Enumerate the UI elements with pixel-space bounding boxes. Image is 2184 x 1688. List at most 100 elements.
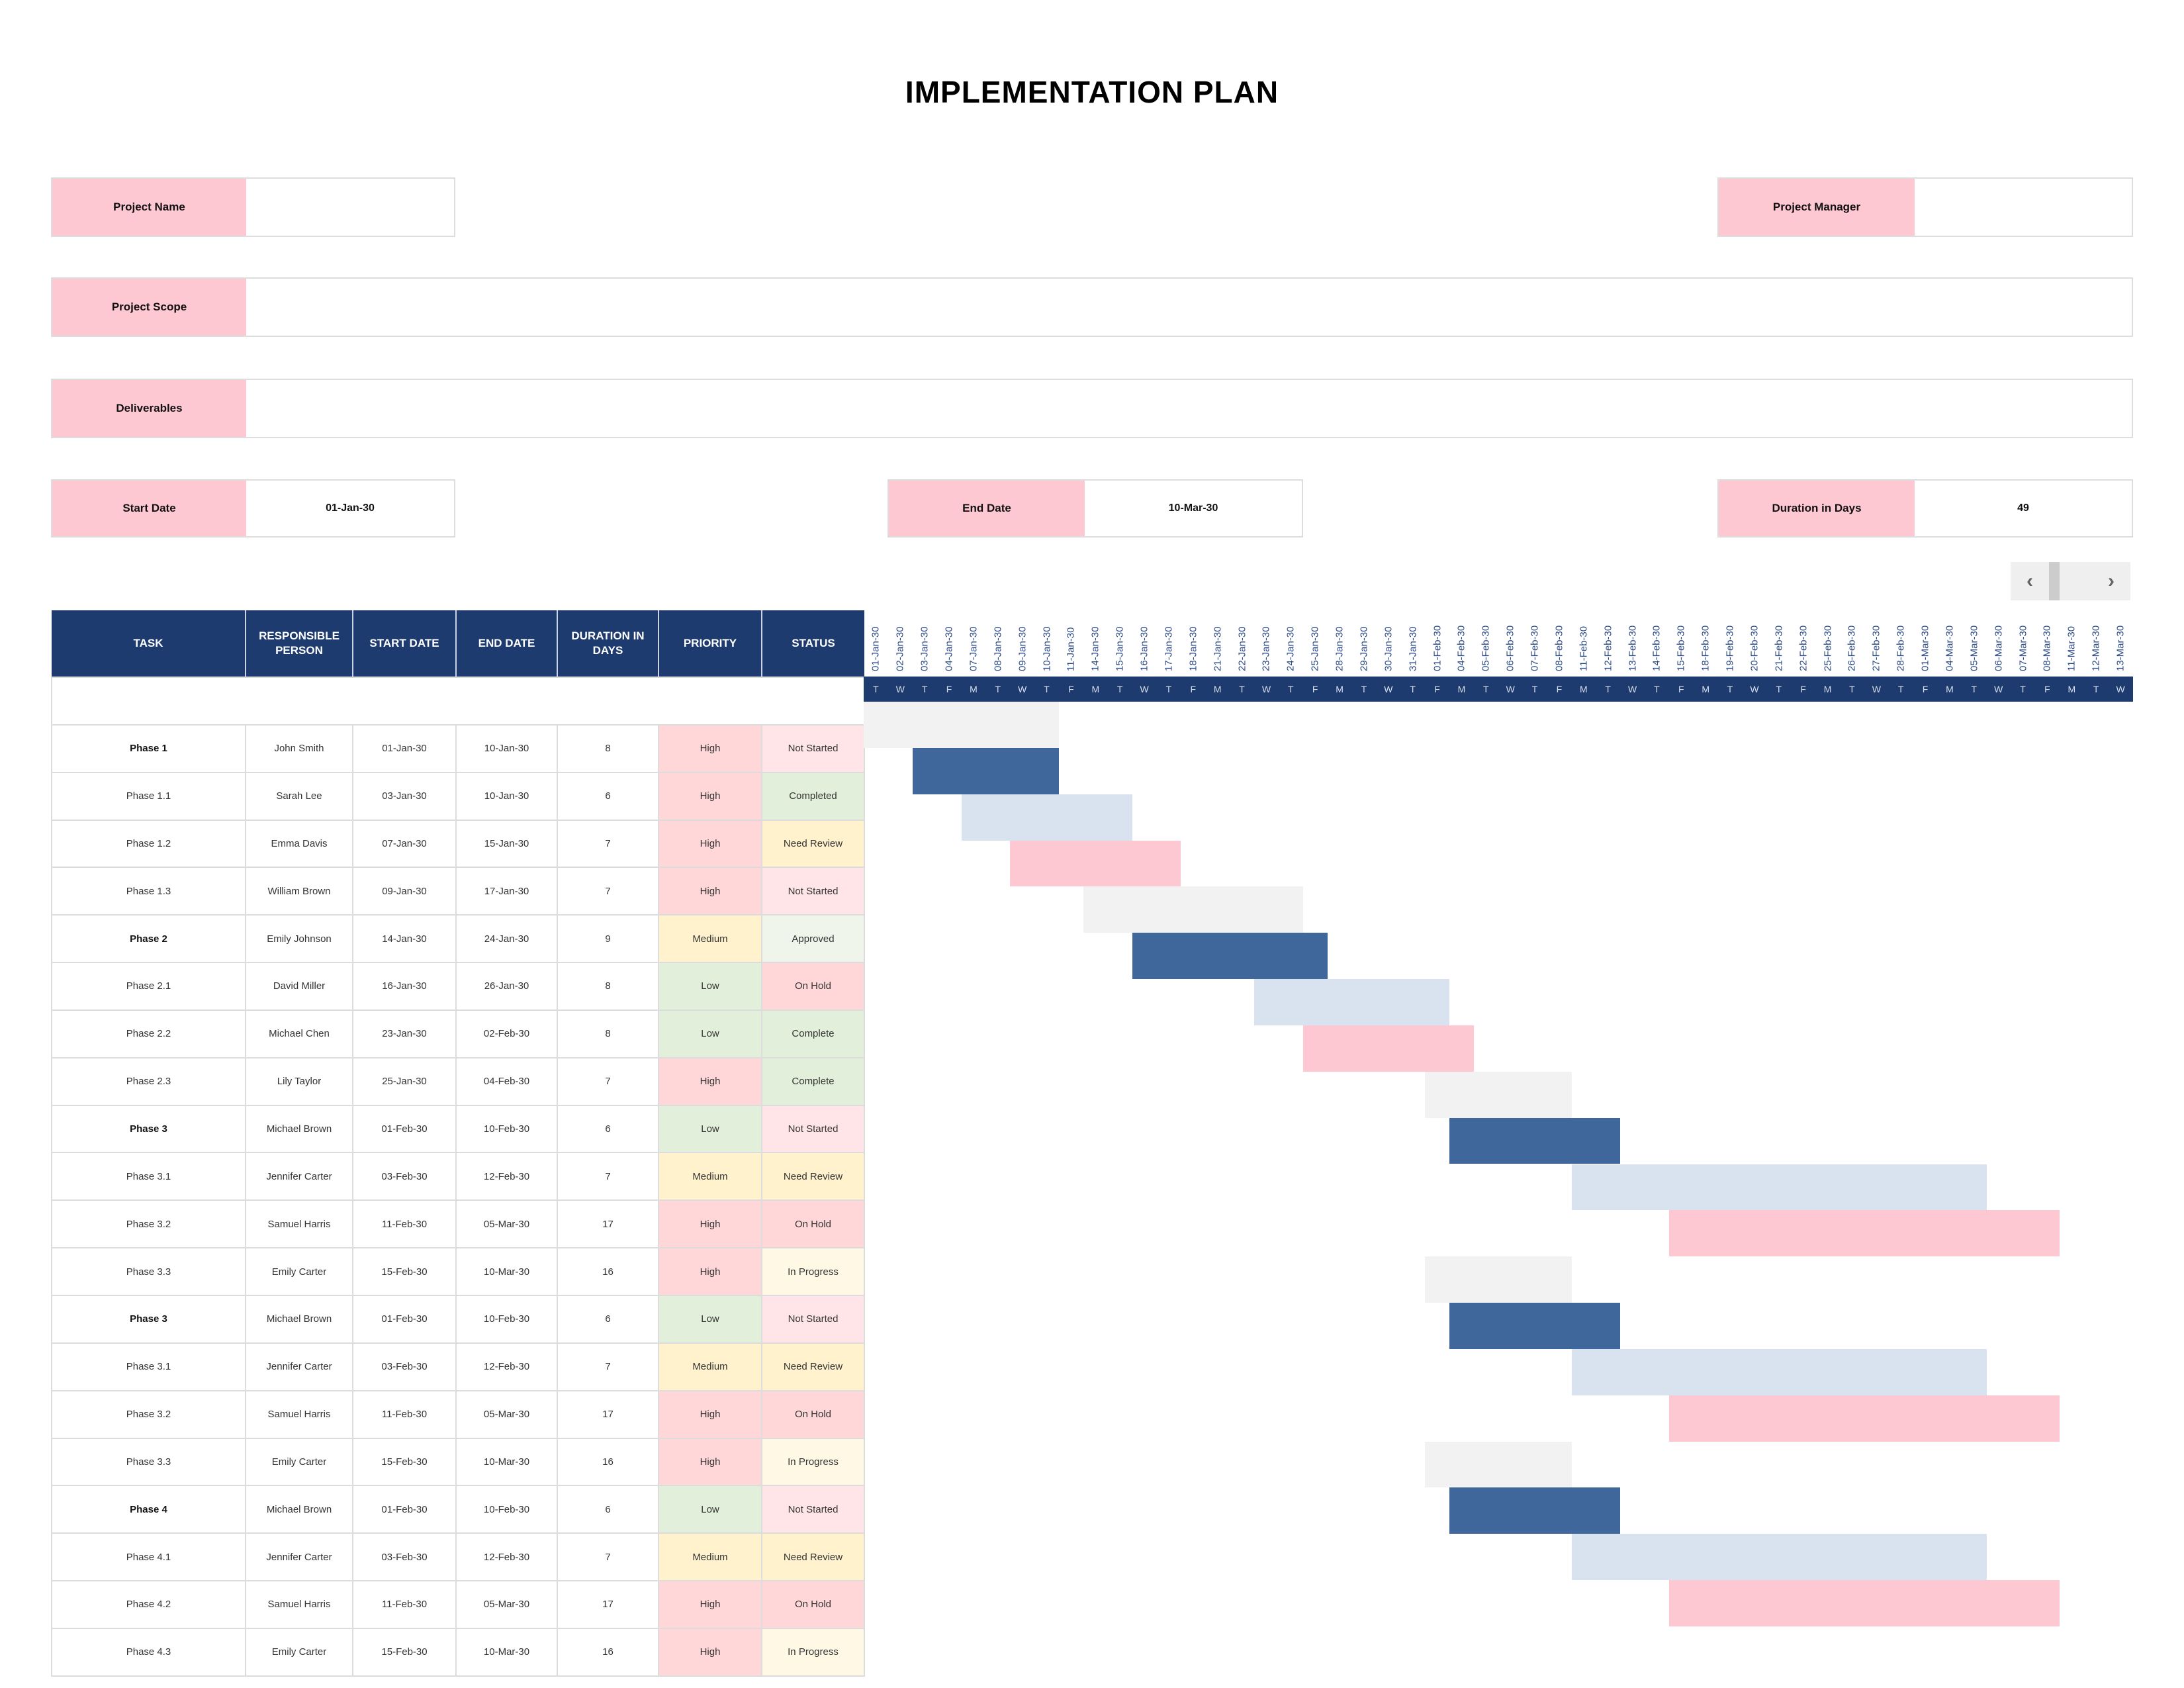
cell-duration[interactable]: 9 [557,914,659,964]
cell-person[interactable]: Jennifer Carter [245,1532,353,1582]
cell-priority[interactable]: High [658,1056,762,1106]
cell-status[interactable]: Need Review [761,1152,865,1201]
cell-priority[interactable]: High [658,1389,762,1439]
chevron-right-icon[interactable]: › [2108,570,2115,592]
cell-start[interactable]: 23-Jan-30 [352,1009,457,1058]
table-row[interactable]: Phase 3 Michael Brown 01-Feb-30 10-Feb-30 6 L… [51,1104,865,1154]
table-row[interactable]: Phase 3.1 Jennifer Carter 03-Feb-30 12-Feb-… [51,1152,865,1201]
cell-person[interactable]: Michael Brown [245,1485,353,1534]
cell-end[interactable]: 10-Jan-30 [455,771,558,821]
cell-person[interactable]: Michael Chen [245,1009,353,1058]
cell-person[interactable]: Emma Davis [245,819,353,868]
cell-end[interactable]: 10-Feb-30 [455,1104,558,1154]
cell-priority[interactable]: High [658,724,762,773]
timeline-scrollbar[interactable]: ‹ › [2011,562,2130,600]
cell-task[interactable]: Phase 2.2 [51,1009,246,1058]
project-manager-input[interactable] [1915,179,2132,236]
cell-start[interactable]: 11-Feb-30 [352,1580,457,1629]
cell-duration[interactable]: 16 [557,1437,659,1487]
table-row[interactable]: Phase 3.2 Samuel Harris 11-Feb-30 05-Mar-30… [51,1389,865,1439]
cell-end[interactable]: 26-Jan-30 [455,962,558,1011]
table-row[interactable]: Phase 3.3 Emily Carter 15-Feb-30 10-Mar-30 1… [51,1247,865,1296]
cell-start[interactable]: 01-Feb-30 [352,1485,457,1534]
cell-task[interactable]: Phase 1.3 [51,867,246,916]
chevron-left-icon[interactable]: ‹ [2026,570,2033,592]
cell-end[interactable]: 12-Feb-30 [455,1152,558,1201]
cell-priority[interactable]: Low [658,1104,762,1154]
cell-priority[interactable]: Medium [658,1152,762,1201]
cell-task[interactable]: Phase 3 [51,1294,246,1344]
cell-status[interactable]: Not Started [761,867,865,916]
cell-priority[interactable]: High [658,1247,762,1296]
cell-task[interactable]: Phase 3.2 [51,1389,246,1439]
cell-person[interactable]: Jennifer Carter [245,1152,353,1201]
project-scope-input[interactable] [246,279,2132,336]
cell-status[interactable]: In Progress [761,1627,865,1677]
cell-end[interactable]: 05-Mar-30 [455,1389,558,1439]
cell-duration[interactable]: 17 [557,1199,659,1249]
cell-task[interactable]: Phase 2.1 [51,962,246,1011]
start-date-input[interactable]: 01-Jan-30 [246,481,454,536]
cell-duration[interactable]: 7 [557,819,659,868]
cell-start[interactable]: 07-Jan-30 [352,819,457,868]
table-row[interactable]: Phase 4.3 Emily Carter 15-Feb-30 10-Mar-30 1… [51,1627,865,1677]
cell-person[interactable]: Emily Carter [245,1247,353,1296]
cell-task[interactable]: Phase 3.2 [51,1199,246,1249]
table-row[interactable]: Phase 2 Emily Johnson 14-Jan-30 24-Jan-30 9 M… [51,914,865,964]
table-row[interactable]: Phase 1.2 Emma Davis 07-Jan-30 15-Jan-30 7 Hi… [51,819,865,868]
table-row[interactable]: Phase 3 Michael Brown 01-Feb-30 10-Feb-30 6 L… [51,1294,865,1344]
cell-priority[interactable]: High [658,867,762,916]
cell-status[interactable]: Not Started [761,1104,865,1154]
cell-duration[interactable]: 7 [557,867,659,916]
cell-start[interactable]: 03-Feb-30 [352,1532,457,1582]
cell-end[interactable]: 10-Mar-30 [455,1247,558,1296]
cell-start[interactable]: 11-Feb-30 [352,1389,457,1439]
cell-status[interactable]: Approved [761,914,865,964]
cell-start[interactable]: 03-Jan-30 [352,771,457,821]
cell-person[interactable]: Samuel Harris [245,1580,353,1629]
cell-end[interactable]: 17-Jan-30 [455,867,558,916]
cell-task[interactable]: Phase 2 [51,914,246,964]
cell-end[interactable]: 04-Feb-30 [455,1056,558,1106]
cell-task[interactable]: Phase 1.1 [51,771,246,821]
cell-status[interactable]: Need Review [761,1532,865,1582]
cell-status[interactable]: Need Review [761,819,865,868]
cell-status[interactable]: On Hold [761,1389,865,1439]
cell-priority[interactable]: High [658,771,762,821]
cell-status[interactable]: Not Started [761,1485,865,1534]
cell-task[interactable]: Phase 1 [51,724,246,773]
cell-status[interactable]: On Hold [761,1199,865,1249]
cell-priority[interactable]: Medium [658,1532,762,1582]
scrollbar-thumb[interactable] [2049,562,2060,600]
cell-duration[interactable]: 17 [557,1389,659,1439]
cell-priority[interactable]: Medium [658,914,762,964]
cell-status[interactable]: In Progress [761,1247,865,1296]
cell-duration[interactable]: 7 [557,1056,659,1106]
table-row[interactable]: Phase 1 John Smith 01-Jan-30 10-Jan-30 8 High… [51,724,865,773]
cell-end[interactable]: 24-Jan-30 [455,914,558,964]
cell-task[interactable]: Phase 2.3 [51,1056,246,1106]
cell-duration[interactable]: 8 [557,724,659,773]
cell-end[interactable]: 05-Mar-30 [455,1580,558,1629]
cell-end[interactable]: 02-Feb-30 [455,1009,558,1058]
cell-priority[interactable]: Low [658,1009,762,1058]
cell-person[interactable]: Samuel Harris [245,1389,353,1439]
scrollbar-track[interactable] [2060,562,2092,600]
table-row[interactable]: Phase 3.3 Emily Carter 15-Feb-30 10-Mar-30 1… [51,1437,865,1487]
cell-status[interactable]: Complete [761,1056,865,1106]
cell-priority[interactable]: High [658,1580,762,1629]
cell-end[interactable]: 05-Mar-30 [455,1199,558,1249]
cell-status[interactable]: On Hold [761,1580,865,1629]
table-row[interactable]: Phase 4.2 Samuel Harris 11-Feb-30 05-Mar-30… [51,1580,865,1629]
cell-duration[interactable]: 7 [557,1342,659,1391]
cell-duration[interactable]: 7 [557,1532,659,1582]
cell-duration[interactable]: 8 [557,962,659,1011]
cell-person[interactable]: William Brown [245,867,353,916]
table-row[interactable]: Phase 3.1 Jennifer Carter 03-Feb-30 12-Feb-… [51,1342,865,1391]
cell-person[interactable]: Emily Carter [245,1437,353,1487]
cell-start[interactable]: 03-Feb-30 [352,1152,457,1201]
table-row[interactable]: Phase 3.2 Samuel Harris 11-Feb-30 05-Mar-30… [51,1199,865,1249]
cell-end[interactable]: 12-Feb-30 [455,1342,558,1391]
cell-status[interactable]: Complete [761,1009,865,1058]
cell-duration[interactable]: 16 [557,1247,659,1296]
